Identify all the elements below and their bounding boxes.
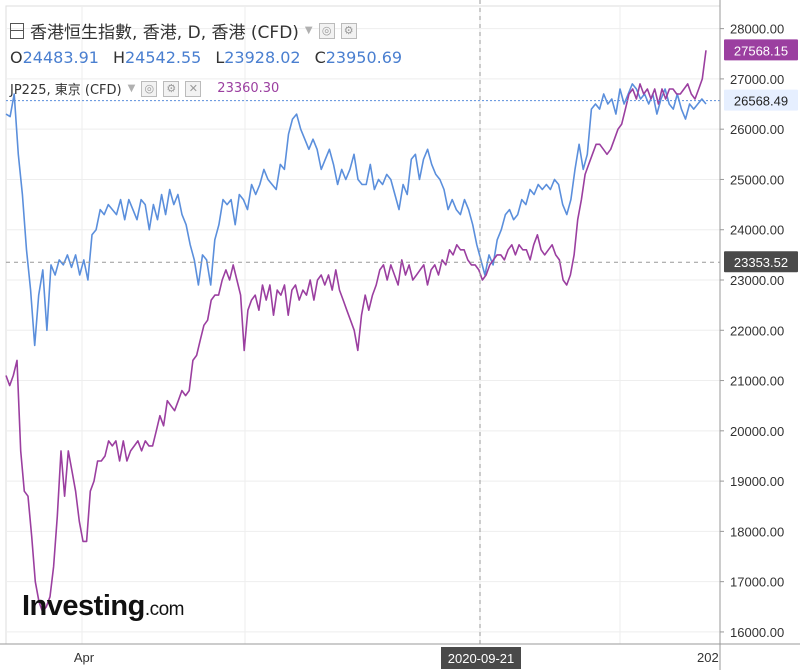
jp225-price-label-box xyxy=(724,39,798,61)
grid-lines xyxy=(5,5,721,645)
chevron-down-icon[interactable]: ▼ xyxy=(304,25,313,36)
collapse-icon[interactable] xyxy=(10,22,24,39)
x-axis: Apr 2020-09-21 202 xyxy=(0,643,800,669)
crosshair-date-box xyxy=(441,647,521,669)
crosshair-date-label: 2020-09-21 xyxy=(448,651,515,666)
y-axis: 28000.00 27000.00 26000.00 25000.00 24000.00… xyxy=(719,0,798,670)
close-icon[interactable]: ✕ xyxy=(185,80,202,97)
y-tick-label: 20000.00 xyxy=(730,424,784,439)
crosshair-price-label-box xyxy=(724,251,798,273)
main-legend: 香港恒生指數, 香港, D, 香港 (CFD) ▼ ◎ ⚙ xyxy=(10,18,357,43)
y-tick-label: 17000.00 xyxy=(730,575,784,590)
plot-area xyxy=(5,5,721,645)
ohlc-high: H24542.55 xyxy=(112,48,202,67)
y-tick-label: 24000.00 xyxy=(730,223,784,238)
y-tick-label: 18000.00 xyxy=(730,524,784,539)
x-tick-label: Apr xyxy=(74,650,95,665)
chart-overlays xyxy=(6,0,720,644)
investing-logo: Investing.com xyxy=(22,590,185,622)
gear-icon[interactable]: ⚙ xyxy=(163,80,180,97)
hsi-price-label-box xyxy=(724,89,798,111)
ohlc-open: O24483.91 xyxy=(10,48,99,67)
y-tick-label: 23000.00 xyxy=(730,273,784,288)
crosshair-price-label: 23353.52 xyxy=(734,255,788,270)
y-tick-label: 27000.00 xyxy=(730,72,784,87)
overlay-series-value: 23360.30 xyxy=(217,81,280,96)
hsi-price-label: 26568.49 xyxy=(734,94,788,109)
chevron-down-icon[interactable]: ▼ xyxy=(127,83,136,94)
gear-icon[interactable]: ⚙ xyxy=(340,22,357,39)
ohlc-readout: O24483.91 H24542.55 L23928.02 C23950.69 xyxy=(10,48,402,67)
visibility-icon[interactable]: ◎ xyxy=(141,80,158,97)
main-series-title[interactable]: 香港恒生指數, 香港, D, 香港 (CFD) xyxy=(30,23,299,43)
jp225-line xyxy=(5,50,707,613)
y-tick-label: 22000.00 xyxy=(730,323,784,338)
hsi-line xyxy=(5,83,707,347)
y-tick-label: 25000.00 xyxy=(730,172,784,187)
series-lines xyxy=(5,50,707,613)
ohlc-close: C23950.69 xyxy=(314,48,403,67)
ohlc-low: L23928.02 xyxy=(215,48,301,67)
jp225-price-label: 27568.15 xyxy=(734,43,788,58)
y-tick-label: 26000.00 xyxy=(730,122,784,137)
y-tick-label: 21000.00 xyxy=(730,374,784,389)
y-tick-label: 19000.00 xyxy=(730,474,784,489)
x-tick-label: 202 xyxy=(697,650,719,665)
y-tick-label: 16000.00 xyxy=(730,625,784,640)
y-tick-label: 28000.00 xyxy=(730,22,784,37)
overlay-legend: JP225, 東京 (CFD) ▼ ◎ ⚙ ✕ 23360.30 xyxy=(10,79,279,98)
visibility-icon[interactable]: ◎ xyxy=(318,22,335,39)
overlay-series-title[interactable]: JP225, 東京 (CFD) xyxy=(10,83,122,98)
